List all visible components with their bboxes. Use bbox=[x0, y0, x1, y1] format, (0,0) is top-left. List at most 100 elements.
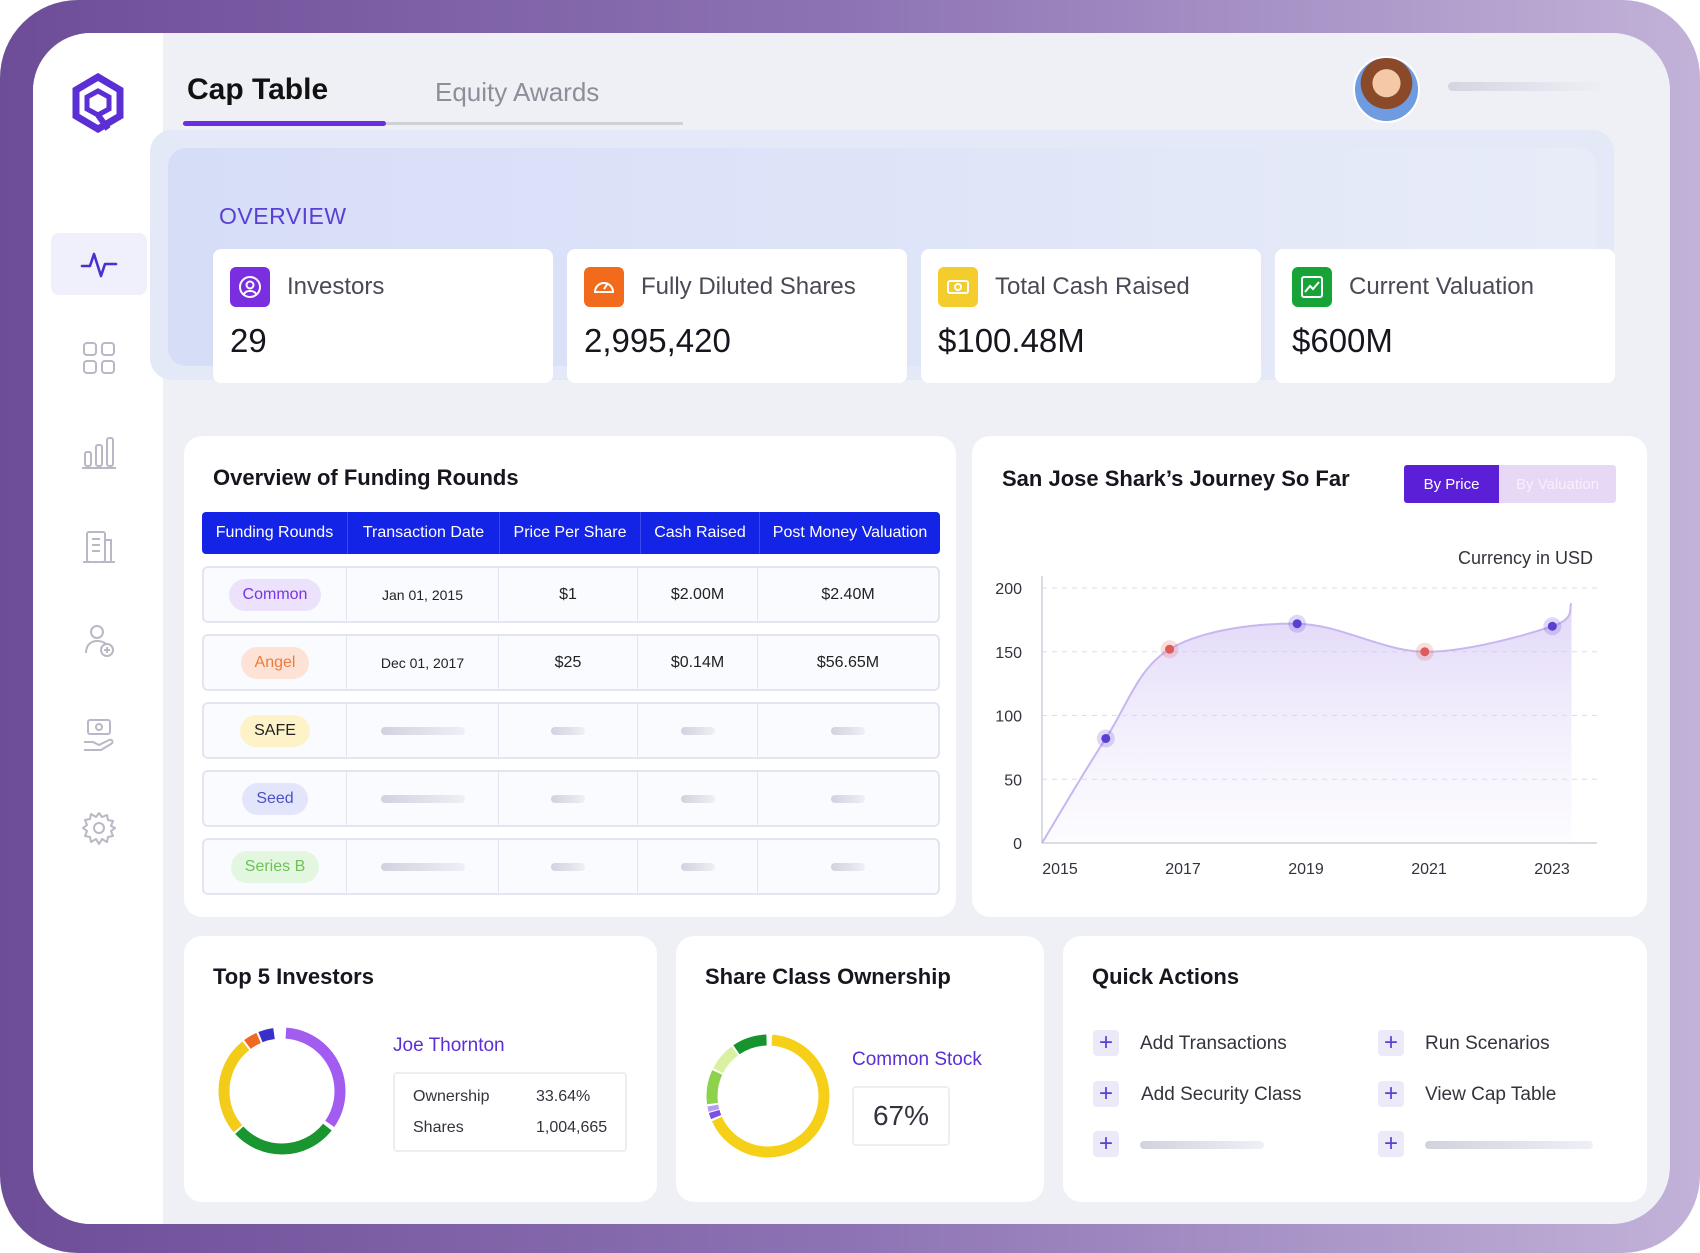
stat-card-current-valuation[interactable]: Current Valuation $600M bbox=[1275, 249, 1615, 383]
overview-title: OVERVIEW bbox=[219, 203, 347, 229]
round-badge: Seed bbox=[242, 782, 308, 815]
user-avatar[interactable] bbox=[1353, 56, 1420, 123]
action-placeholder-bar bbox=[1140, 1141, 1264, 1149]
plus-icon[interactable]: + bbox=[1378, 1030, 1404, 1056]
nav-stakeholders[interactable] bbox=[51, 609, 147, 671]
toggle-by-price[interactable]: By Price bbox=[1404, 465, 1499, 503]
top-bar: Cap Table Equity Awards bbox=[163, 33, 1670, 145]
tab-equity-awards[interactable]: Equity Awards bbox=[435, 77, 600, 107]
area-fill bbox=[1042, 603, 1572, 843]
plus-icon[interactable]: + bbox=[1093, 1030, 1119, 1056]
placeholder-bar bbox=[380, 794, 465, 803]
stat-label: Fully Diluted Shares bbox=[641, 273, 856, 300]
share-class-percent: 67% bbox=[852, 1086, 950, 1146]
view-cap-table-action[interactable]: View Cap Table bbox=[1425, 1084, 1557, 1105]
col-post-money-valuation[interactable]: Post Money Valuation bbox=[772, 524, 928, 541]
stat-label: Total Cash Raised bbox=[995, 273, 1190, 300]
table-row[interactable]: Common Jan 01, 2015 $1 $2.00M $2.40M bbox=[202, 566, 940, 623]
add-transactions-action[interactable]: Add Transactions bbox=[1140, 1033, 1287, 1054]
investors-donut-chart[interactable] bbox=[212, 1021, 352, 1161]
donut-segment-common-stock[interactable] bbox=[706, 1034, 830, 1158]
activity-pulse-icon bbox=[80, 252, 118, 278]
top-investors-title: Top 5 Investors bbox=[213, 964, 374, 989]
user-circle-icon bbox=[230, 267, 270, 307]
placeholder-bar bbox=[551, 726, 585, 735]
data-point bbox=[1420, 647, 1430, 657]
quick-actions-title: Quick Actions bbox=[1092, 964, 1240, 989]
col-transaction-date[interactable]: Transaction Date bbox=[348, 512, 500, 554]
table-row[interactable]: SAFE bbox=[202, 702, 940, 759]
currency-note: Currency in USD bbox=[1458, 548, 1594, 568]
transaction-date: Dec 01, 2017 bbox=[347, 636, 499, 689]
plus-icon[interactable]: + bbox=[1378, 1131, 1404, 1157]
donut-segment-joe-thornton[interactable] bbox=[218, 1027, 346, 1155]
shares-value: 1,004,665 bbox=[536, 1119, 608, 1136]
placeholder-bar bbox=[831, 726, 865, 735]
donut-segment[interactable] bbox=[218, 1027, 346, 1155]
placeholder-bar bbox=[831, 862, 865, 871]
investor-detail-box: Ownership 33.64% Shares 1,004,665 bbox=[393, 1072, 627, 1152]
x-tick-label: 2015 bbox=[1042, 861, 1078, 878]
tab-cap-table[interactable]: Cap Table bbox=[187, 73, 329, 106]
nav-dashboard[interactable] bbox=[51, 327, 147, 389]
data-point bbox=[1165, 644, 1175, 654]
bar-chart-icon bbox=[82, 437, 116, 469]
stat-label: Investors bbox=[287, 273, 385, 300]
toggle-by-valuation[interactable]: By Valuation bbox=[1499, 465, 1616, 503]
y-tick-label: 0 bbox=[1013, 836, 1022, 853]
cash-raised: $2.00M bbox=[638, 568, 758, 621]
tab-underline bbox=[183, 122, 683, 125]
investor-name[interactable]: Joe Thornton bbox=[393, 1035, 505, 1056]
placeholder-bar bbox=[551, 862, 585, 871]
x-tick-label: 2017 bbox=[1165, 861, 1201, 878]
nav-activity[interactable] bbox=[51, 233, 147, 295]
y-tick-label: 100 bbox=[995, 709, 1022, 726]
plus-icon[interactable]: + bbox=[1093, 1131, 1119, 1157]
placeholder-bar bbox=[680, 862, 715, 871]
nav-payments[interactable] bbox=[51, 703, 147, 765]
cash-raised: $0.14M bbox=[638, 636, 758, 689]
donut-segment[interactable] bbox=[218, 1027, 346, 1155]
price-per-share: $25 bbox=[499, 636, 638, 689]
y-tick-label: 200 bbox=[995, 581, 1022, 598]
nav-reports[interactable] bbox=[51, 421, 147, 483]
stat-card-investors[interactable]: Investors 29 bbox=[213, 249, 553, 383]
table-row[interactable]: Angel Dec 01, 2017 $25 $0.14M $56.65M bbox=[202, 634, 940, 691]
data-point bbox=[1101, 733, 1111, 743]
x-tick-label: 2019 bbox=[1288, 861, 1324, 878]
building-icon bbox=[83, 531, 115, 563]
data-point bbox=[1547, 621, 1557, 631]
chart-mode-toggle: By Price By Valuation bbox=[1404, 465, 1616, 503]
plus-icon[interactable]: + bbox=[1378, 1081, 1404, 1107]
share-class-donut-chart[interactable] bbox=[702, 1030, 834, 1162]
plus-icon[interactable]: + bbox=[1093, 1081, 1119, 1107]
col-price-per-share[interactable]: Price Per Share bbox=[500, 512, 641, 554]
round-badge: Common bbox=[228, 578, 322, 611]
table-row[interactable]: Series B bbox=[202, 838, 940, 895]
col-funding-rounds[interactable]: Funding Rounds bbox=[202, 512, 348, 554]
user-name-placeholder bbox=[1448, 82, 1608, 91]
gauge-icon bbox=[584, 267, 624, 307]
nav-documents[interactable] bbox=[51, 515, 147, 577]
app-logo-icon[interactable] bbox=[68, 73, 128, 133]
data-point bbox=[1292, 619, 1302, 629]
user-add-icon bbox=[85, 625, 114, 657]
price-per-share: $1 bbox=[499, 568, 638, 621]
action-placeholder-bar bbox=[1425, 1141, 1593, 1149]
col-cash-raised[interactable]: Cash Raised bbox=[641, 512, 760, 554]
nav-settings[interactable] bbox=[51, 797, 147, 859]
journey-line-chart: 200 150 100 50 0 2015 2017 2019 2021 2023 bbox=[995, 576, 1597, 878]
table-row[interactable]: Seed bbox=[202, 770, 940, 827]
stat-card-fully-diluted-shares[interactable]: Fully Diluted Shares 2,995,420 bbox=[567, 249, 907, 383]
post-money-valuation: $56.65M bbox=[816, 653, 880, 671]
stat-value: 29 bbox=[230, 322, 267, 359]
add-security-class-action[interactable]: Add Security Class bbox=[1141, 1084, 1302, 1105]
shares-label: Shares bbox=[413, 1119, 464, 1136]
run-scenarios-action[interactable]: Run Scenarios bbox=[1425, 1033, 1550, 1054]
stat-card-total-cash-raised[interactable]: Total Cash Raised $100.48M bbox=[921, 249, 1261, 383]
donut-segment[interactable] bbox=[706, 1034, 830, 1158]
share-class-label[interactable]: Common Stock bbox=[852, 1049, 982, 1070]
tab-active-indicator bbox=[183, 121, 386, 126]
y-tick-label: 150 bbox=[995, 645, 1022, 662]
stat-value: $100.48M bbox=[938, 322, 1085, 359]
